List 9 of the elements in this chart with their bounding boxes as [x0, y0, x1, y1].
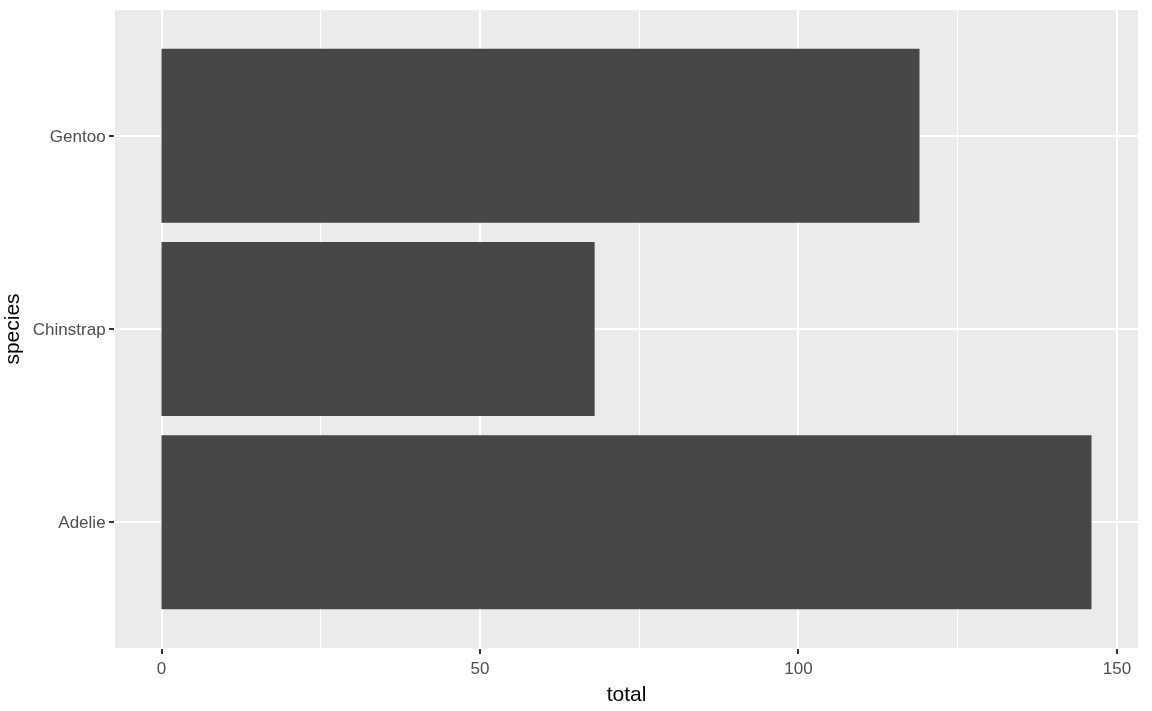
x-axis-title: total — [606, 681, 647, 705]
y-tick-label: Gentoo — [49, 126, 106, 146]
x-tick-label: 100 — [784, 659, 813, 679]
y-axis-title: species — [0, 293, 23, 365]
x-tick-label: 150 — [1102, 659, 1132, 679]
y-tick-label: Chinstrap — [32, 319, 106, 339]
x-tick-label: 0 — [156, 659, 167, 679]
y-tick-label: Adelie — [58, 513, 106, 533]
x-tick-label: 50 — [470, 659, 490, 679]
